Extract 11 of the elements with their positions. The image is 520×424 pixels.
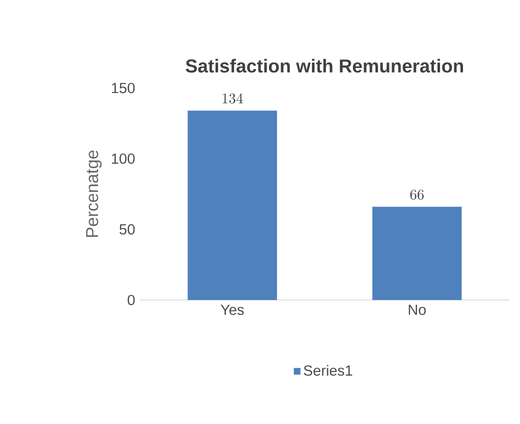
data-label: 134 [222,93,243,104]
y-tick-label: 50 [120,224,135,235]
chart-title: Satisfaction with Remuneration [186,58,464,73]
data-label: 66 [410,190,424,200]
x-tick-label: No [408,304,426,315]
legend-label: Series1 [304,364,352,376]
y-tick-label: 0 [128,294,135,306]
y-axis-title: Percenatge [86,150,102,237]
y-tick-label: 150 [112,82,135,94]
x-tick-label: Yes [220,304,244,315]
y-tick-label: 100 [112,153,135,164]
